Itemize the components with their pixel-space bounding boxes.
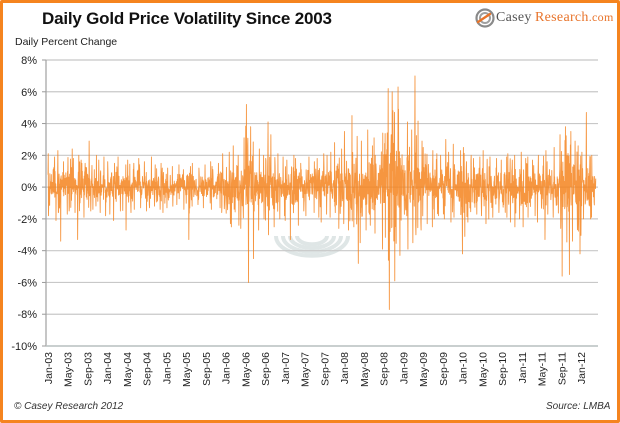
x-tick-label: May-03	[63, 352, 75, 387]
x-tick-label: Sep-11	[556, 352, 568, 385]
x-tick-label: Jan-05	[161, 352, 173, 384]
x-tick-label: Jan-03	[43, 352, 55, 384]
x-tick-label: Sep-10	[497, 352, 509, 386]
x-tick-label: May-09	[418, 352, 430, 387]
brand-first: Casey	[496, 10, 532, 25]
y-axis-title: Daily Percent Change	[15, 36, 118, 48]
y-tick-label: -4%	[17, 246, 37, 258]
x-tick-label: May-11	[537, 352, 549, 386]
x-tick-label: May-08	[359, 352, 371, 387]
x-tick-label: Sep-09	[438, 352, 450, 386]
x-tick-label: May-10	[477, 352, 489, 387]
series-daily-change	[47, 75, 597, 310]
brand-name: Casey Research.com	[496, 10, 614, 26]
x-tick-label: Jan-08	[339, 352, 351, 384]
watermark-arc	[274, 235, 350, 258]
brand-suffix: .com	[588, 10, 614, 24]
watermark-arc	[295, 235, 329, 247]
x-tick-label: Jan-09	[398, 352, 410, 384]
x-tick-label: Sep-06	[260, 352, 272, 386]
y-tick-label: 4%	[21, 119, 37, 131]
y-tick-label: -2%	[17, 214, 37, 226]
x-tick-label: Jan-06	[221, 352, 233, 384]
x-tick-label: May-05	[181, 352, 193, 387]
x-tick-label: Sep-05	[201, 352, 213, 386]
y-tick-label: -10%	[11, 341, 37, 353]
x-tick-label: Jan-10	[458, 352, 470, 384]
y-tick-label: 6%	[21, 87, 37, 99]
x-tick-label: May-04	[122, 352, 134, 387]
x-tick-label: May-06	[240, 352, 252, 387]
x-axis-ticks: Jan-03 May-03 Sep-03 Jan-04 May-04 Sep-04 Jan-…	[43, 352, 588, 387]
x-tick-label: Sep-07	[319, 352, 331, 386]
x-tick-label: Jan-11	[517, 352, 529, 383]
x-tick-label: Jan-12	[576, 352, 588, 384]
watermark-arc	[288, 235, 336, 251]
chart-title: Daily Gold Price Volatility Since 2003	[42, 9, 332, 28]
y-tick-label: -8%	[17, 309, 37, 321]
y-axis-ticks: 8% 6% 4% 2% 0% -2% -4% -6% -8% -10%	[11, 55, 46, 353]
brand-logo: Casey Research.com	[474, 8, 614, 28]
watermark-swirl	[274, 235, 350, 258]
brand-second: Research	[535, 10, 589, 25]
source-note: Source: LMBA	[546, 401, 611, 412]
x-tick-label: Jan-04	[102, 352, 114, 384]
y-tick-label: -6%	[17, 277, 37, 289]
x-tick-label: Sep-08	[379, 352, 391, 386]
y-tick-label: 8%	[21, 55, 37, 67]
watermark-arc	[281, 235, 343, 254]
x-tick-label: Sep-04	[142, 352, 154, 386]
x-tick-label: May-07	[300, 352, 312, 387]
series-line	[47, 75, 597, 310]
casey-swirl-icon	[475, 8, 495, 28]
x-tick-label: Sep-03	[82, 352, 94, 386]
copyright-note: © Casey Research 2012	[14, 401, 124, 412]
y-tick-label: 0%	[21, 182, 37, 194]
x-tick-label: Jan-07	[280, 352, 292, 384]
axes	[45, 60, 598, 347]
y-tick-label: 2%	[21, 150, 37, 162]
